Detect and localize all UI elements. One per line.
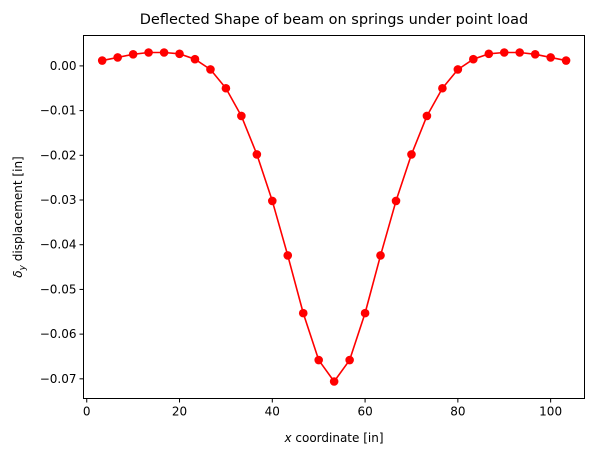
y-tick-label: 0.00 [50,59,77,73]
x-tick-label: 40 [265,405,280,419]
y-tick-label: −0.06 [40,327,77,341]
x-axis-ticks: 0 20 40 60 80 100 [83,398,562,419]
series-line [102,51,567,383]
data-point [360,308,370,318]
data-point [113,53,122,62]
data-point [469,54,478,64]
y-tick-label: −0.03 [40,193,77,207]
data-point [515,48,524,57]
data-point [530,49,540,59]
data-point [252,150,262,159]
data-point [407,150,416,159]
data-point [221,83,231,93]
data-point [237,111,246,121]
data-point [206,65,215,74]
x-tick-label: 0 [83,405,91,419]
data-point [376,251,385,260]
data-point [190,54,200,64]
data-point [499,48,509,57]
data-point [422,111,432,121]
data-point [97,56,107,65]
data-point [175,49,184,59]
data-point [484,49,494,59]
data-point [329,377,339,386]
data-point [298,308,308,318]
x-tick-label: 20 [172,405,187,419]
x-tick-label: 60 [357,405,372,419]
x-tick-label: 100 [539,405,562,419]
data-point [268,196,277,206]
data-point [546,53,555,62]
x-tick-label: 80 [450,405,465,419]
chart-title: Deflected Shape of beam on springs under… [140,12,529,28]
data-point [345,355,354,365]
data-point [438,83,447,93]
y-axis-label: δy displacement [in] [11,156,28,277]
x-axis-label: x coordinate [in] [283,431,383,445]
y-tick-label: −0.01 [40,104,77,118]
plot-frame [83,35,585,399]
y-tick-label: −0.05 [40,282,77,296]
y-tick-label: −0.04 [40,238,77,252]
y-tick-label: −0.07 [40,372,77,386]
data-point [391,196,401,206]
data-point [561,56,571,65]
data-point [453,65,463,74]
data-point [159,48,169,57]
data-point [283,251,293,260]
data-point [144,48,153,57]
data-point [128,49,138,59]
y-tick-label: −0.02 [40,148,77,162]
data-point [314,355,323,365]
y-axis-ticks: 0.00 −0.01 −0.02 −0.03 −0.04 −0.05 −0.06 −0.07 [40,59,84,386]
plot-series [97,48,571,386]
